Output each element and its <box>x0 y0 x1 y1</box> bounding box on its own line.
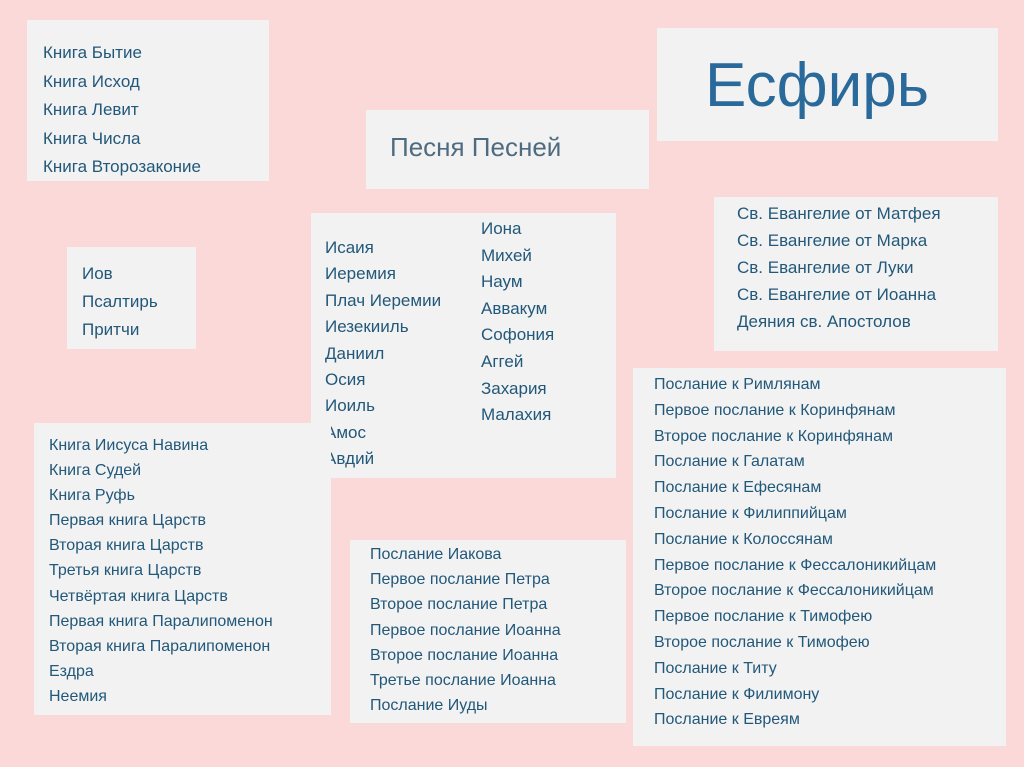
book-title: Книга Левит <box>43 100 139 119</box>
book-title: Авдий <box>325 449 375 469</box>
book-title: Исаия <box>325 238 374 257</box>
book-title: Деяния св. Апостолов <box>737 312 911 331</box>
book-title: Книга Числа <box>43 128 141 148</box>
book-title: Св. Евангелие от Матфея <box>737 204 941 223</box>
book-title: Аввакум <box>481 298 548 318</box>
book-title: Амос <box>325 422 366 442</box>
book-title: Иеремия <box>325 264 396 284</box>
book-title: Осия <box>325 369 366 389</box>
book-title: Ездра <box>49 662 94 680</box>
pauline-epistles-box: Послание к Римлянам Первое послание к Кор… <box>633 368 1006 746</box>
pentateuch-box: Книга Бытие Книга Исход Книга Левит Книга Ч… <box>27 20 269 181</box>
book-title: Второе послание Петра <box>370 596 548 614</box>
book-title: Третья книга Царств <box>49 562 202 580</box>
book-title: Неемия <box>49 687 107 705</box>
book-title: Послание к Римлянам <box>654 376 821 393</box>
prophets-box: Исаия Иеремия Плач Иеремии Иезекииль Даниил О… <box>311 213 616 478</box>
book-title: Книга Второзаконие <box>43 157 202 176</box>
book-list: Книга Иисуса Навина Книга Судей Книга Руфь… <box>49 433 273 709</box>
gospels-box: Св. Евангелие от Матфея Св. Евангелие от … <box>714 197 998 351</box>
book-title: Послание к Колоссянам <box>654 530 833 548</box>
book-title: Третье послание Иоанна <box>370 671 556 689</box>
book-title: Первое послание Иоанна <box>370 621 561 639</box>
book-title: Первое послание к Фессалоникийцам <box>654 556 937 574</box>
book-title: Малахия <box>481 405 552 425</box>
book-title: Книга Руфь <box>49 487 135 505</box>
book-title: Плач Иеремии <box>325 290 442 310</box>
book-list: Иона Михей Наум Аввакум Софония Аггей Захария М… <box>481 216 554 429</box>
book-title: Послание к Титу <box>654 659 777 677</box>
book-title: Псалтирь <box>82 292 158 311</box>
book-title: Аггей <box>481 351 524 371</box>
book-title: Первая книга Паралипоменон <box>49 612 273 630</box>
esther-title: Есфирь <box>705 51 930 120</box>
histories-box: Книга Иисуса Навина Книга Судей Книга Руфь… <box>34 423 331 715</box>
book-title: Михей <box>481 245 532 265</box>
book-list: Послание к Римлянам Первое послание к Кор… <box>654 372 936 733</box>
book-title: Послание к Ефесянам <box>654 479 822 497</box>
book-list: Иов Псалтирь Притчи <box>82 260 158 344</box>
book-title: Книга Судей <box>49 462 142 480</box>
book-title: Книга Исход <box>43 71 140 91</box>
book-title: Послание к Галатам <box>654 453 805 471</box>
book-title: Второе послание к Тимофею <box>654 633 870 651</box>
book-list: Книга Бытие Книга Исход Книга Левит Книга Ч… <box>43 39 201 182</box>
book-title: Св. Евангелие от Луки <box>737 258 914 277</box>
book-title: Св. Евангелие от Иоанна <box>737 285 937 304</box>
book-title: Иоиль <box>325 396 375 416</box>
book-list: Исаия Иеремия Плач Иеремии Иезекииль Даниил О… <box>325 235 441 473</box>
book-list: Св. Евангелие от Матфея Св. Евангелие от … <box>737 200 941 335</box>
book-title: Послание Иуды <box>370 697 488 715</box>
book-title: Первое послание Петра <box>370 571 550 589</box>
book-title: Притчи <box>82 320 140 339</box>
song-box: Песня Песней <box>366 110 649 189</box>
book-title: Даниил <box>325 343 385 363</box>
book-title: Первое послание к Тимофею <box>654 608 873 626</box>
esther-box: Есфирь <box>657 28 998 141</box>
book-title: Послание к Филимону <box>654 685 820 703</box>
book-title: Иона <box>481 219 522 238</box>
book-title: Второе послание Иоанна <box>370 646 559 664</box>
book-title: Послание к Евреям <box>654 711 800 729</box>
book-title: Четвёртая книга Царств <box>49 587 228 605</box>
wisdom-box: Иов Псалтирь Притчи <box>67 247 196 349</box>
book-title: Софония <box>481 325 555 345</box>
book-title: Вторая книга Паралипоменон <box>49 637 271 655</box>
book-title: Иов <box>82 264 113 283</box>
book-title: Послание к Филиппийцам <box>654 504 847 522</box>
book-title: Наум <box>481 272 523 292</box>
book-title: Вторая книга Царств <box>49 537 204 555</box>
book-list: Послание Иакова Первое послание Петра Втор… <box>370 542 561 718</box>
book-title: Первая книга Царств <box>49 512 207 530</box>
book-title: Второе послание к Коринфянам <box>654 427 893 445</box>
book-title: Книга Бытие <box>43 43 142 62</box>
book-title: Послание Иакова <box>370 546 502 563</box>
book-title: Первое послание к Коринфянам <box>654 401 896 419</box>
book-title: Книга Иисуса Навина <box>49 437 209 454</box>
book-title: Св. Евангелие от Марка <box>737 231 928 250</box>
book-title: Второе послание к Фессалоникийцам <box>654 582 934 600</box>
book-title: Захария <box>481 378 547 398</box>
book-title: Иезекииль <box>325 317 409 337</box>
song-title: Песня Песней <box>390 132 562 162</box>
catholic-epistles-box: Послание Иакова Первое послание Петра Втор… <box>350 540 626 723</box>
